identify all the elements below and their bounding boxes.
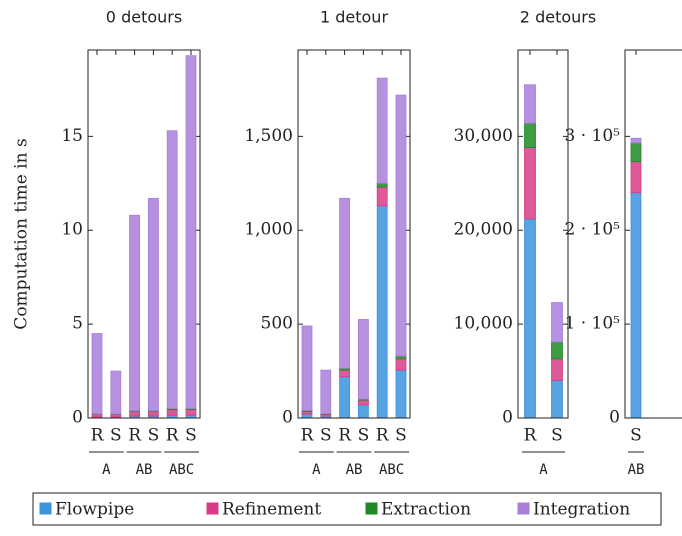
bar-segment: [166, 409, 178, 416]
group-label: ABC: [169, 462, 194, 478]
bar-segment: [551, 358, 563, 381]
bar-segment: [301, 411, 313, 415]
bar-segment: [376, 182, 388, 188]
group-label: AB: [136, 462, 153, 478]
group-label: ABC: [379, 462, 404, 478]
plot-frame: [517, 49, 569, 419]
x-tick-label: R: [376, 426, 390, 446]
legend-box: [32, 492, 662, 526]
bar-segment: [357, 319, 369, 400]
bar-segment: [376, 77, 388, 184]
legend-swatch: [39, 502, 52, 515]
bar-segment: [551, 341, 563, 360]
y-tick-label: 15: [61, 126, 83, 146]
x-tick-label: S: [110, 426, 122, 446]
legend-label: Refinement: [222, 500, 321, 520]
y-tick-label: 3 · 10⁵: [565, 126, 621, 146]
bar-segment: [551, 380, 563, 419]
bar-segment: [630, 192, 642, 419]
x-tick-label: R: [128, 426, 142, 446]
legend-label: Extraction: [381, 500, 471, 520]
y-tick-label: 30,000: [454, 126, 513, 146]
x-tick-label: S: [630, 426, 642, 446]
bar-segment: [376, 186, 388, 207]
group-label: A: [539, 462, 548, 478]
y-tick-label: 1 · 10⁵: [565, 314, 621, 334]
chart-title: 1 detour: [320, 8, 388, 27]
legend-swatch: [206, 502, 219, 515]
x-tick-label: S: [320, 426, 332, 446]
bar-segment: [185, 55, 197, 410]
y-tick-label: 5: [72, 314, 83, 334]
plot-frame: [624, 49, 682, 419]
x-tick-label: R: [338, 426, 352, 446]
group-label: A: [312, 462, 321, 478]
x-tick-label: R: [166, 426, 180, 446]
legend-swatch: [517, 502, 530, 515]
y-tick-label: 1,500: [244, 126, 293, 146]
bar-segment: [524, 218, 536, 419]
legend-label: Flowpipe: [55, 500, 134, 520]
group-label: A: [102, 462, 111, 478]
bar-segment: [320, 369, 332, 415]
legend-label: Integration: [533, 500, 630, 520]
y-tick-label: 500: [261, 314, 293, 334]
x-tick-label: S: [395, 426, 407, 446]
bar-segment: [91, 333, 103, 415]
x-tick-label: S: [148, 426, 160, 446]
bar-segment: [339, 369, 351, 378]
x-tick-label: S: [551, 426, 563, 446]
bar-segment: [630, 137, 642, 144]
legend-swatch: [365, 502, 378, 515]
bar-segment: [147, 411, 159, 417]
chart-title: 0 detours: [106, 8, 182, 27]
group-label: AB: [628, 462, 645, 478]
y-axis-label: Computation time in s: [12, 138, 32, 329]
y-tick-label: 10,000: [454, 314, 513, 334]
bar-segment: [395, 369, 407, 419]
bar-segment: [166, 130, 178, 410]
bar-segment: [339, 376, 351, 419]
bar-segment: [376, 205, 388, 419]
bar-segment: [147, 197, 159, 412]
bar-segment: [339, 197, 351, 369]
x-tick-label: S: [185, 426, 197, 446]
bar-segment: [395, 355, 407, 360]
bar-segment: [301, 325, 313, 411]
bar-segment: [110, 413, 122, 418]
bar-segment: [524, 122, 536, 149]
y-tick-label: 0: [502, 408, 513, 428]
y-tick-label: 20,000: [454, 220, 513, 240]
bar-segment: [630, 142, 642, 163]
bar-segment: [524, 84, 536, 124]
x-tick-label: S: [358, 426, 370, 446]
x-tick-label: R: [524, 426, 538, 446]
x-tick-label: R: [91, 426, 105, 446]
y-tick-label: 0: [72, 408, 83, 428]
bar-segment: [395, 94, 407, 357]
x-tick-label: R: [301, 426, 315, 446]
bar-segment: [524, 147, 536, 220]
bar-segment: [301, 413, 313, 419]
y-tick-label: 0: [282, 408, 293, 428]
bar-segment: [129, 214, 141, 412]
bar-segment: [630, 161, 642, 194]
bar-segment: [357, 399, 369, 406]
bar-segment: [551, 302, 563, 343]
y-tick-label: 0: [609, 408, 620, 428]
y-tick-label: 10: [61, 220, 83, 240]
group-label: AB: [346, 462, 363, 478]
bar-segment: [185, 409, 197, 416]
bar-segment: [395, 358, 407, 371]
y-tick-label: 2 · 10⁵: [565, 220, 621, 240]
bar-segment: [91, 413, 103, 418]
bar-segment: [110, 370, 122, 415]
chart-title: 2 detours: [520, 8, 596, 27]
plot-frame: [297, 49, 411, 419]
bar-segment: [129, 411, 141, 417]
bar-segment: [357, 404, 369, 419]
y-tick-label: 1,000: [244, 220, 293, 240]
plot-frame: [87, 49, 201, 419]
